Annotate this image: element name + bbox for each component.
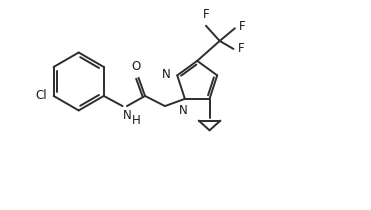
Text: H: H [132,114,140,127]
Text: N: N [179,104,187,117]
Text: N: N [123,109,132,122]
Text: F: F [203,8,209,21]
Text: F: F [239,20,246,33]
Text: O: O [131,60,140,73]
Text: N: N [162,68,171,81]
Text: F: F [238,42,244,55]
Text: Cl: Cl [36,89,47,102]
